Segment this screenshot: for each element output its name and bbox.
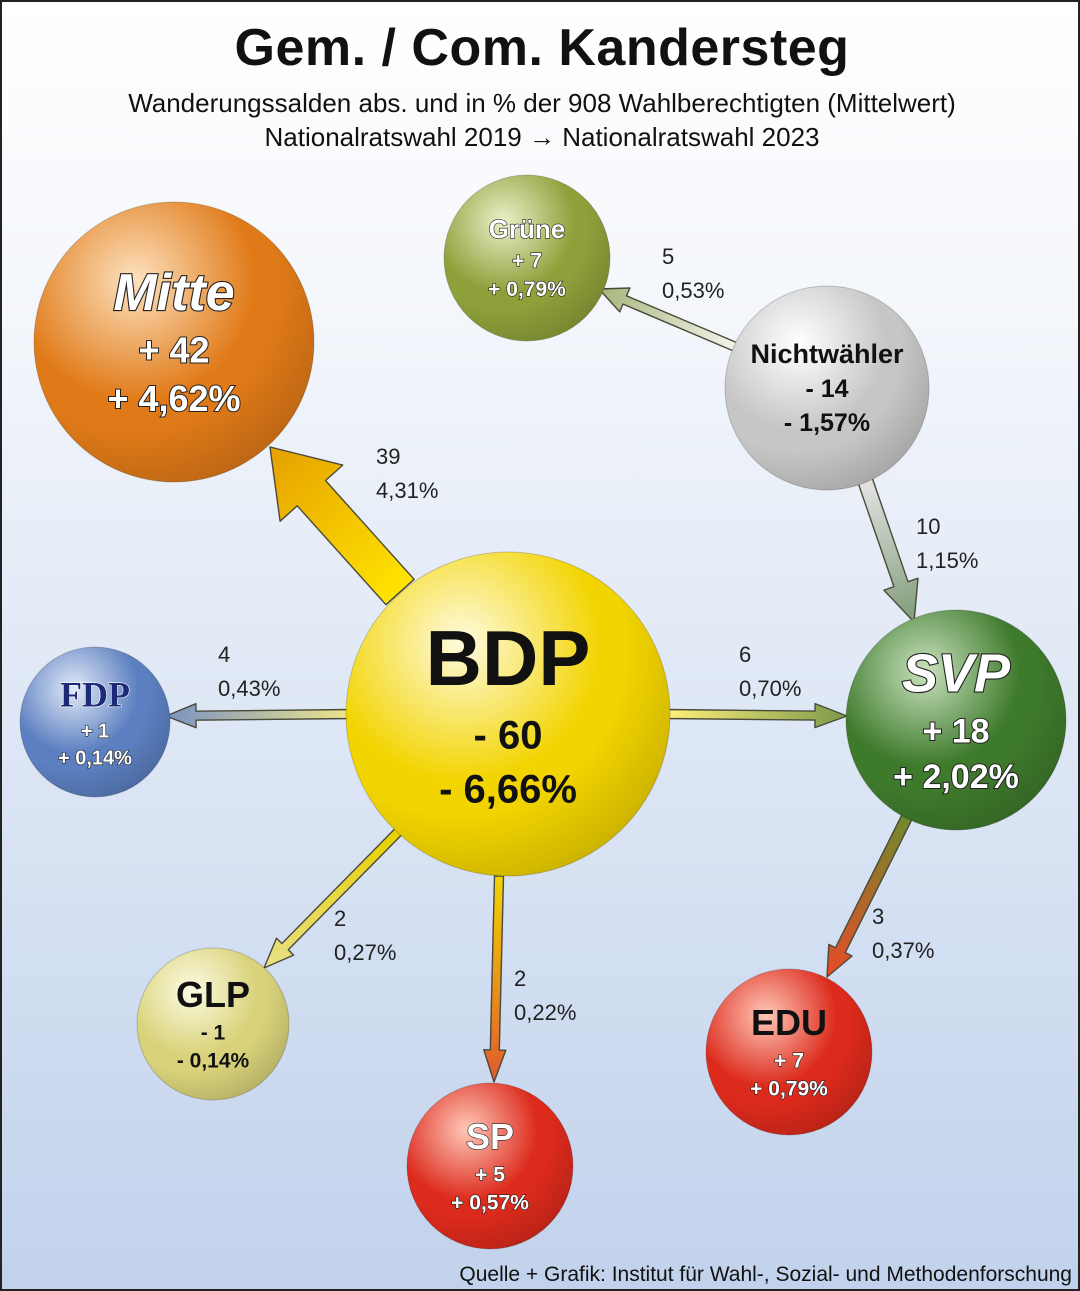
party-node-fdp: FDP + 1 + 0,14% [19,646,171,798]
flow-value-label: 6 [739,642,751,667]
party-node-sp: SP + 5 + 0,57% [406,1082,574,1250]
party-change-abs-fdp: + 1 [81,721,109,743]
flow-percent-label: 0,37% [872,938,934,963]
flow-arrow-bdp-to-sp [483,875,507,1083]
flow-value-label: 2 [334,906,346,931]
subtitle-elections: Nationalratswahl 2019 → Nationalratswahl… [264,122,820,152]
party-change-pct-bdp: - 6,66% [439,767,577,811]
party-node-glp: GLP - 1 - 0,14% [136,947,290,1101]
party-name-gruene: Grüne [489,214,566,244]
party-name-mitte: Mitte [113,264,234,322]
party-node-edu: EDU + 7 + 0,79% [705,968,873,1136]
party-node-svp: SVP + 18 + 2,02% [845,609,1067,831]
party-name-svp: SVP [902,643,1011,703]
party-change-abs-glp: - 1 [201,1021,226,1044]
flow-value-label: 2 [514,966,526,991]
party-change-pct-fdp: + 0,14% [58,748,132,770]
party-change-abs-sp: + 5 [475,1163,505,1186]
party-change-pct-glp: - 0,14% [177,1050,250,1073]
party-change-abs-mitte: + 42 [138,330,209,371]
party-change-pct-gruene: + 0,79% [488,278,566,301]
flow-value-label: 39 [376,444,400,469]
flow-percent-label: 0,53% [662,278,724,303]
party-node-mitte: Mitte + 42 + 4,62% [33,201,315,483]
flow-arrow-svp-to-edu [826,813,913,978]
party-change-pct-edu: + 0,79% [750,1078,828,1101]
flow-arrow-nichtwaehler-to-svp [857,476,919,623]
party-change-abs-svp: + 18 [922,712,989,750]
party-node-gruene: Grüne + 7 + 0,79% [443,174,611,342]
flow-labels: 39 4,31% 5 0,53% 10 1,15% 4 0,43% 6 0,70% 2 0,27% 2 0… [218,244,978,1025]
party-name-glp: GLP [176,974,250,1015]
party-name-bdp: BDP [426,614,591,702]
flow-percent-label: 0,43% [218,676,280,701]
page-title: Gem. / Com. Kandersteg [234,19,850,77]
party-change-pct-sp: + 0,57% [451,1192,529,1215]
party-change-abs-bdp: - 60 [474,713,543,757]
party-node-bdp: BDP - 60 - 6,66% [345,551,671,877]
party-name-nichtwaehler: Nichtwähler [750,339,904,369]
flow-value-label: 5 [662,244,674,269]
party-change-abs-gruene: + 7 [512,250,542,273]
flow-value-label: 4 [218,642,230,667]
flow-percent-label: 0,22% [514,1000,576,1025]
party-name-edu: EDU [751,1002,827,1043]
party-change-abs-edu: + 7 [774,1049,804,1072]
party-name-fdp: FDP [60,675,130,715]
flow-percent-label: 0,70% [739,676,801,701]
party-change-pct-nichtwaehler: - 1,57% [784,409,870,437]
flow-value-label: 3 [872,904,884,929]
party-name-sp: SP [466,1116,514,1157]
flow-percent-label: 0,27% [334,940,396,965]
flow-arrow-bdp-to-mitte [269,446,415,606]
party-node-nichtwaehler: Nichtwähler - 14 - 1,57% [724,285,930,491]
party-change-pct-svp: + 2,02% [893,758,1019,796]
flow-arrow-bdp-to-svp [665,702,848,729]
flow-arrow-bdp-to-fdp [165,703,353,729]
flow-percent-label: 1,15% [916,548,978,573]
flow-percent-label: 4,31% [376,478,438,503]
subtitle-method: Wanderungssalden abs. und in % der 908 W… [128,88,956,118]
flow-value-label: 10 [916,514,940,539]
party-change-abs-nichtwaehler: - 14 [805,375,848,403]
party-change-pct-mitte: + 4,62% [107,378,240,419]
source-credit: Quelle + Grafik: Institut für Wahl-, Soz… [459,1263,1072,1286]
